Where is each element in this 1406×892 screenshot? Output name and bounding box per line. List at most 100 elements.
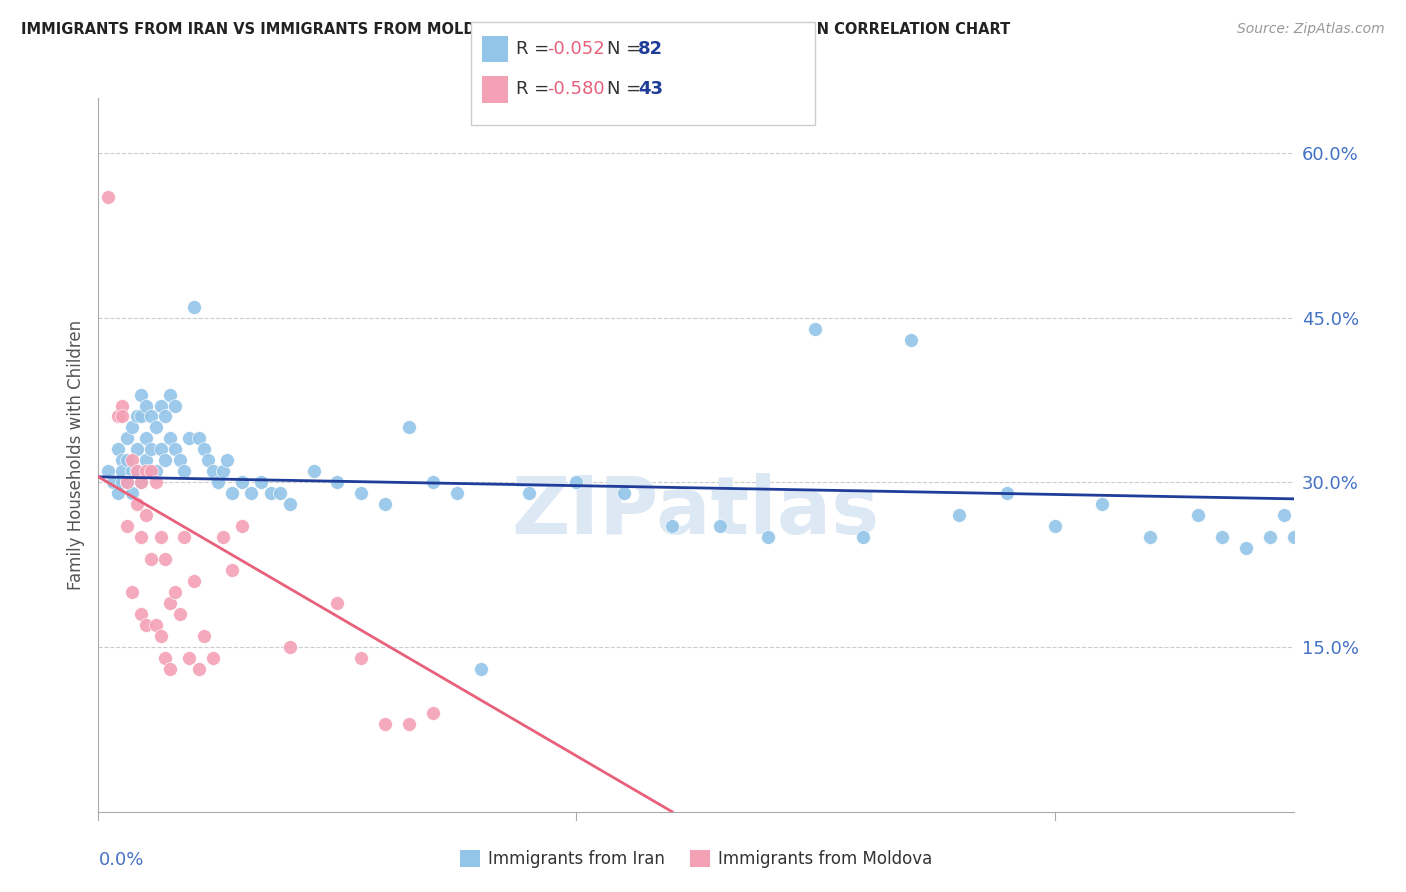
Point bbox=[1282, 530, 1305, 544]
Point bbox=[179, 651, 201, 665]
Point bbox=[183, 300, 205, 314]
Point bbox=[259, 486, 281, 500]
Point bbox=[131, 475, 153, 490]
Point bbox=[121, 453, 143, 467]
Point bbox=[211, 530, 233, 544]
Point bbox=[278, 640, 301, 654]
Text: Source: ZipAtlas.com: Source: ZipAtlas.com bbox=[1237, 22, 1385, 37]
Point bbox=[278, 497, 301, 511]
Point bbox=[111, 409, 134, 424]
Point bbox=[139, 442, 162, 457]
Text: N =: N = bbox=[607, 80, 647, 98]
Point bbox=[193, 629, 215, 643]
Point bbox=[131, 475, 153, 490]
Point bbox=[350, 486, 373, 500]
Point bbox=[202, 464, 225, 478]
Point bbox=[125, 497, 148, 511]
Point bbox=[231, 475, 253, 490]
Point bbox=[145, 420, 167, 434]
Point bbox=[149, 399, 172, 413]
Point bbox=[115, 475, 138, 490]
Point bbox=[852, 530, 875, 544]
Point bbox=[145, 475, 167, 490]
Point bbox=[709, 519, 731, 533]
Point bbox=[145, 464, 167, 478]
Point bbox=[1043, 519, 1066, 533]
Point bbox=[269, 486, 291, 500]
Point bbox=[422, 475, 444, 490]
Point bbox=[131, 530, 153, 544]
Point bbox=[159, 662, 181, 676]
Point bbox=[374, 497, 396, 511]
Point bbox=[125, 442, 148, 457]
Point bbox=[221, 486, 243, 500]
Point bbox=[131, 409, 153, 424]
Point bbox=[121, 420, 143, 434]
Text: N =: N = bbox=[607, 40, 647, 58]
Point bbox=[149, 530, 172, 544]
Point bbox=[183, 574, 205, 589]
Point bbox=[169, 607, 191, 621]
Point bbox=[107, 442, 129, 457]
Point bbox=[1258, 530, 1281, 544]
Y-axis label: Family Households with Children: Family Households with Children bbox=[66, 320, 84, 590]
Point bbox=[163, 442, 186, 457]
Text: ZIPatlas: ZIPatlas bbox=[512, 473, 880, 551]
Point bbox=[115, 519, 138, 533]
Text: IMMIGRANTS FROM IRAN VS IMMIGRANTS FROM MOLDOVA FAMILY HOUSEHOLDS WITH CHILDREN : IMMIGRANTS FROM IRAN VS IMMIGRANTS FROM … bbox=[21, 22, 1011, 37]
Point bbox=[211, 464, 233, 478]
Point bbox=[125, 464, 148, 478]
Text: 43: 43 bbox=[638, 80, 664, 98]
Point bbox=[121, 464, 143, 478]
Point bbox=[149, 629, 172, 643]
Point bbox=[422, 706, 444, 720]
Point bbox=[1292, 486, 1315, 500]
Point bbox=[107, 486, 129, 500]
Point bbox=[517, 486, 540, 500]
Point bbox=[155, 651, 177, 665]
Point bbox=[169, 453, 191, 467]
Point bbox=[135, 453, 157, 467]
Text: -0.052: -0.052 bbox=[547, 40, 605, 58]
Point bbox=[398, 717, 420, 731]
Point bbox=[155, 552, 177, 566]
Point bbox=[97, 190, 120, 204]
Point bbox=[115, 453, 138, 467]
Point bbox=[173, 464, 195, 478]
Point bbox=[107, 409, 129, 424]
Point bbox=[149, 442, 172, 457]
Text: 0.0%: 0.0% bbox=[98, 851, 143, 869]
Point bbox=[111, 399, 134, 413]
Point bbox=[131, 607, 153, 621]
Point bbox=[565, 475, 588, 490]
Point bbox=[155, 409, 177, 424]
Point bbox=[326, 596, 349, 610]
Point bbox=[217, 453, 239, 467]
Point bbox=[350, 651, 373, 665]
Point bbox=[1306, 530, 1329, 544]
Point bbox=[111, 464, 134, 478]
Point bbox=[135, 464, 157, 478]
Point bbox=[139, 409, 162, 424]
Point bbox=[97, 464, 120, 478]
Point bbox=[163, 585, 186, 599]
Point bbox=[995, 486, 1018, 500]
Point bbox=[111, 475, 134, 490]
Legend: Immigrants from Iran, Immigrants from Moldova: Immigrants from Iran, Immigrants from Mo… bbox=[453, 843, 939, 875]
Point bbox=[121, 585, 143, 599]
Point bbox=[804, 321, 827, 335]
Point bbox=[470, 662, 492, 676]
Point bbox=[398, 420, 420, 434]
Point bbox=[240, 486, 263, 500]
Point bbox=[1091, 497, 1114, 511]
Point bbox=[1272, 508, 1295, 523]
Point bbox=[1211, 530, 1233, 544]
Point bbox=[197, 453, 219, 467]
Point bbox=[446, 486, 468, 500]
Point bbox=[302, 464, 325, 478]
Point bbox=[159, 387, 181, 401]
Point bbox=[374, 717, 396, 731]
Point bbox=[135, 432, 157, 446]
Point bbox=[1234, 541, 1257, 556]
Point bbox=[231, 519, 253, 533]
